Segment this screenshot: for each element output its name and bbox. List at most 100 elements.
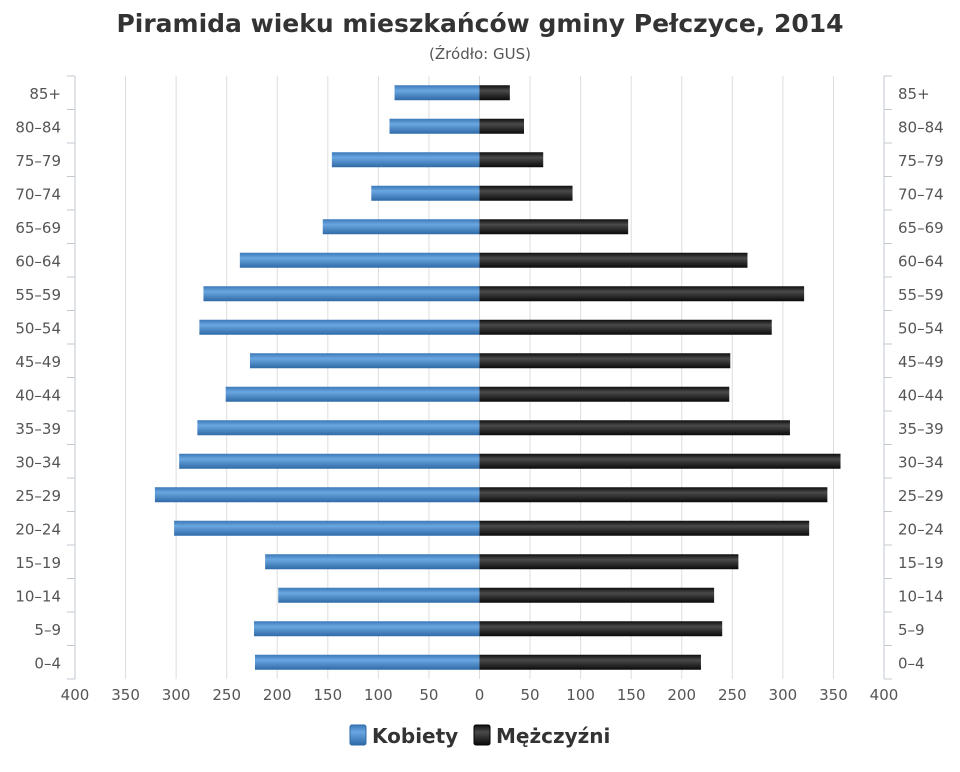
bar-mezczyzni[interactable] — [479, 353, 731, 369]
category-label-left: 70–74 — [15, 185, 61, 203]
x-tick-label: 250 — [718, 686, 747, 704]
category-label-left: 20–24 — [15, 520, 61, 538]
category-label-right: 0–4 — [898, 654, 925, 672]
x-tick-label: 0 — [475, 686, 485, 704]
bar-mezczyzni[interactable] — [479, 654, 701, 670]
bar-kobiety[interactable] — [199, 319, 480, 335]
bar-mezczyzni[interactable] — [479, 152, 544, 168]
category-label-right: 55–59 — [898, 286, 944, 304]
x-tick-label: 350 — [111, 686, 140, 704]
category-label-left: 40–44 — [15, 386, 61, 404]
category-label-right: 5–9 — [898, 621, 925, 639]
grid-lines — [125, 76, 834, 679]
bar-mezczyzni[interactable] — [479, 118, 524, 134]
legend-item-mezczyzni[interactable]: Mężczyźni — [473, 724, 610, 748]
category-label-right: 60–64 — [898, 252, 944, 270]
x-tick-label: 100 — [566, 686, 595, 704]
chart-title: Piramida wieku mieszkańców gminy Pełczyc… — [116, 9, 843, 38]
category-label-right: 10–14 — [898, 587, 944, 605]
x-tick-label: 100 — [364, 686, 393, 704]
bar-kobiety[interactable] — [371, 185, 480, 201]
legend-swatch-kobiety — [349, 724, 367, 746]
bar-mezczyzni[interactable] — [479, 621, 723, 637]
bar-kobiety[interactable] — [239, 252, 480, 268]
x-tick-labels: 400 350 300 250 200 150 100 50 0 50 100 150 200 250 30… — [61, 686, 899, 704]
bar-mezczyzni[interactable] — [479, 252, 748, 268]
category-label-left: 45–49 — [15, 353, 61, 371]
category-label-right: 50–54 — [898, 319, 944, 337]
category-label-right: 20–24 — [898, 520, 944, 538]
bar-mezczyzni[interactable] — [479, 587, 715, 603]
category-label-left: 65–69 — [15, 219, 61, 237]
x-tick-label: 150 — [617, 686, 646, 704]
category-label-right: 15–19 — [898, 554, 944, 572]
bar-kobiety[interactable] — [253, 621, 480, 637]
chart-subtitle: (Źródło: GUS) — [429, 44, 531, 63]
category-label-left: 75–79 — [15, 152, 61, 170]
category-label-right: 45–49 — [898, 353, 944, 371]
bar-kobiety[interactable] — [278, 587, 480, 603]
bar-mezczyzni[interactable] — [479, 286, 805, 302]
legend-swatch-mezczyzni — [473, 724, 491, 746]
category-label-left: 30–34 — [15, 453, 61, 471]
x-tick-label: 50 — [419, 686, 438, 704]
bar-mezczyzni[interactable] — [479, 554, 739, 570]
category-label-right: 65–69 — [898, 219, 944, 237]
bar-kobiety[interactable] — [174, 520, 480, 536]
x-tick-label: 350 — [819, 686, 848, 704]
bar-kobiety[interactable] — [394, 85, 480, 101]
category-label-right: 75–79 — [898, 152, 944, 170]
bar-mezczyzni[interactable] — [479, 219, 629, 235]
category-label-left: 5–9 — [34, 621, 61, 639]
bar-kobiety[interactable] — [249, 353, 480, 369]
bar-kobiety[interactable] — [322, 219, 480, 235]
x-tick-label: 400 — [61, 686, 90, 704]
bar-mezczyzni[interactable] — [479, 185, 573, 201]
bar-kobiety[interactable] — [154, 487, 480, 503]
x-tick-label: 150 — [313, 686, 342, 704]
x-tick-label: 400 — [870, 686, 899, 704]
category-label-right: 40–44 — [898, 386, 944, 404]
bar-kobiety[interactable] — [225, 386, 480, 402]
category-label-right: 25–29 — [898, 487, 944, 505]
bar-mezczyzni[interactable] — [479, 85, 510, 101]
x-tick-label: 200 — [263, 686, 292, 704]
category-label-left: 10–14 — [15, 587, 61, 605]
x-tick-label: 200 — [667, 686, 696, 704]
bar-kobiety[interactable] — [265, 554, 480, 570]
category-label-left: 80–84 — [15, 118, 61, 136]
category-label-left: 85+ — [29, 85, 61, 103]
legend: Kobiety Mężczyźni — [349, 724, 610, 748]
bar-mezczyzni[interactable] — [479, 386, 730, 402]
category-label-left: 50–54 — [15, 319, 61, 337]
bar-mezczyzni[interactable] — [479, 420, 790, 436]
category-label-left: 60–64 — [15, 252, 61, 270]
category-label-right: 35–39 — [898, 420, 944, 438]
category-label-left: 25–29 — [15, 487, 61, 505]
bar-kobiety[interactable] — [255, 654, 480, 670]
bars — [154, 85, 841, 670]
bar-kobiety[interactable] — [197, 420, 480, 436]
x-tick-label: 50 — [521, 686, 540, 704]
bar-mezczyzni[interactable] — [479, 453, 841, 469]
x-tick-label: 300 — [162, 686, 191, 704]
category-label-right: 85+ — [898, 85, 930, 103]
category-label-left: 35–39 — [15, 420, 61, 438]
category-label-right: 30–34 — [898, 453, 944, 471]
category-label-right: 70–74 — [898, 185, 944, 203]
bar-kobiety[interactable] — [389, 118, 480, 134]
bar-kobiety[interactable] — [203, 286, 480, 302]
legend-label-mezczyzni: Mężczyźni — [496, 724, 610, 748]
legend-label-kobiety: Kobiety — [372, 724, 458, 748]
bar-mezczyzni[interactable] — [479, 487, 828, 503]
category-label-left: 15–19 — [15, 554, 61, 572]
category-label-right: 80–84 — [898, 118, 944, 136]
legend-item-kobiety[interactable]: Kobiety — [349, 724, 458, 748]
bar-mezczyzni[interactable] — [479, 319, 772, 335]
bar-kobiety[interactable] — [179, 453, 480, 469]
bar-mezczyzni[interactable] — [479, 520, 810, 536]
axes — [67, 75, 892, 680]
bar-kobiety[interactable] — [331, 152, 480, 168]
